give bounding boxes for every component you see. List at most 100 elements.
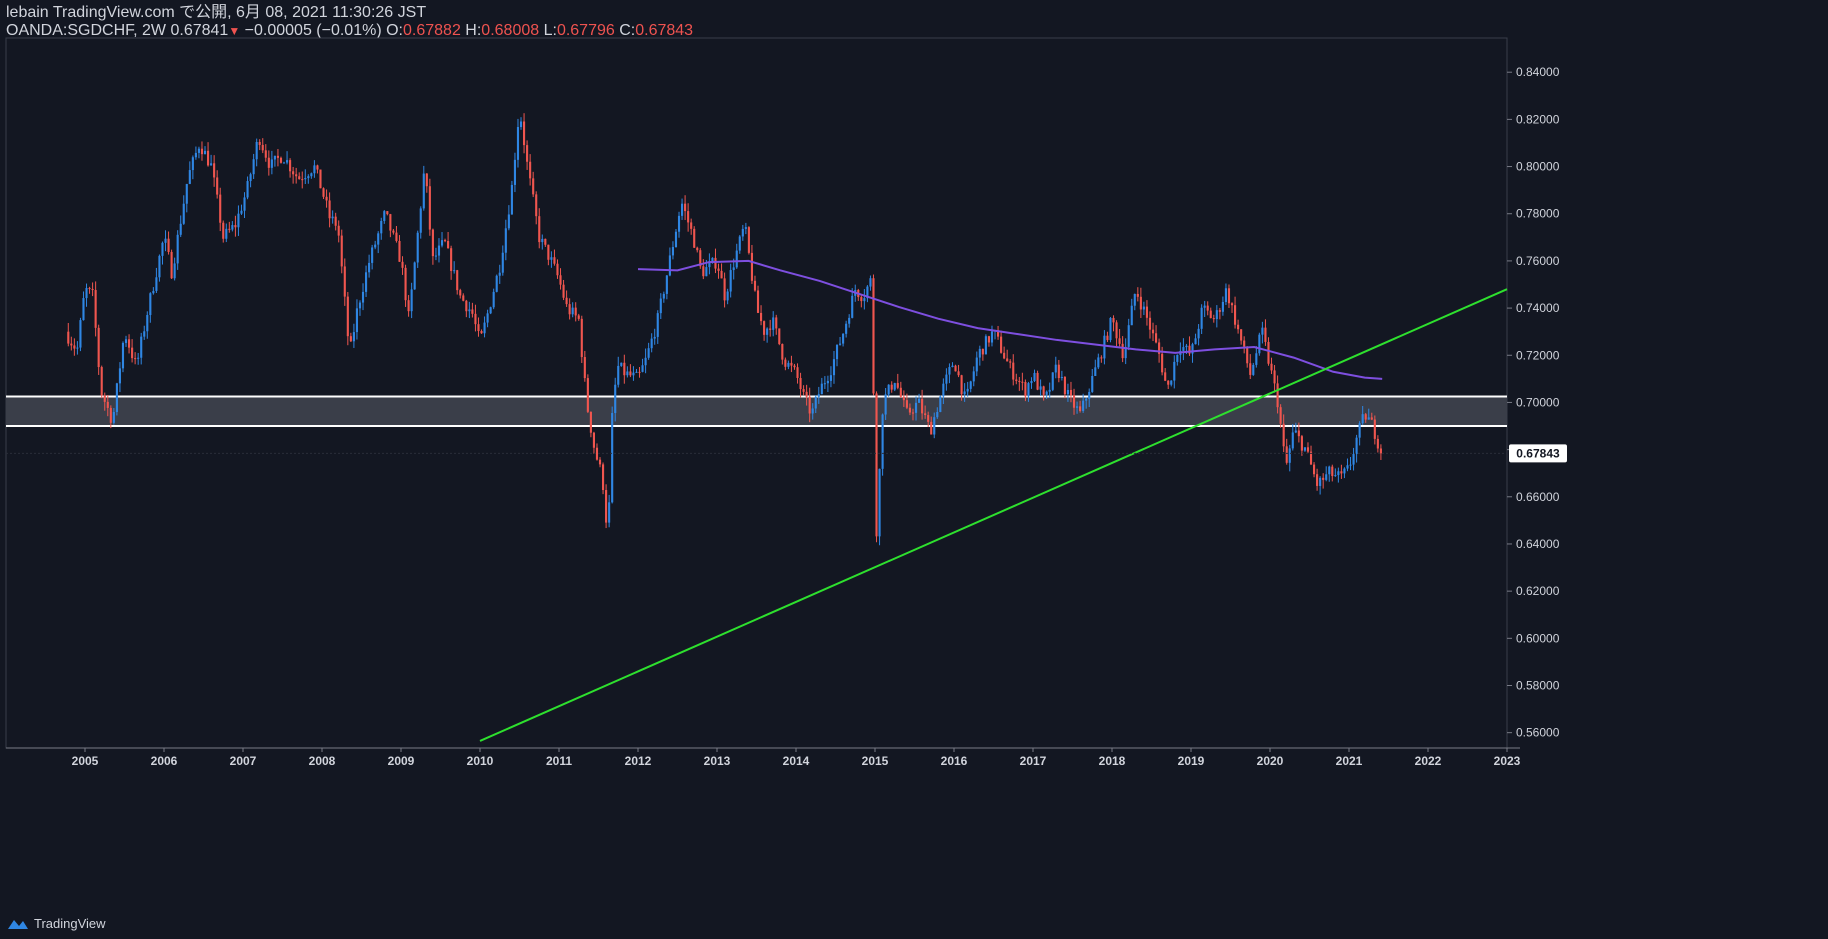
candle-body [1367,417,1370,420]
candle-body [1006,358,1009,362]
candle-body [1033,372,1036,381]
candle-body [1124,346,1127,359]
candle-body [1376,438,1379,449]
candle-body [319,169,322,189]
candle-body [392,230,395,233]
candle-body [1036,372,1039,390]
candle-body [200,148,204,155]
candle-body [629,371,632,376]
candle-body [1252,364,1255,375]
candle-body [911,412,915,414]
candle-body [559,275,562,285]
candle-body [793,365,796,368]
y-tick-label: 0.80000 [1516,160,1560,174]
tradingview-footer[interactable]: TradingView [6,916,106,931]
candle-body [489,307,492,314]
candle-body [352,332,355,342]
x-tick-label: 2007 [230,754,257,768]
candle-body [131,347,134,359]
candle-body [292,171,295,175]
candle-body [206,150,210,166]
candle-body [717,268,720,271]
candle-body [1240,329,1243,341]
candle-body [1364,414,1367,420]
candle-body [1185,345,1188,348]
x-tick-label: 2020 [1257,754,1284,768]
candle-body [1045,391,1048,395]
candle-body [434,255,438,257]
candle-body [85,287,88,299]
candle-body [161,242,164,256]
candle-body [608,502,611,523]
candle-body [580,318,583,358]
candle-body [94,290,97,328]
candle-body [513,159,517,185]
candle-body [601,464,605,491]
x-tick-label: 2023 [1494,754,1521,768]
candle-body [1133,293,1136,306]
y-tick-label: 0.66000 [1516,490,1560,504]
candle-body [1167,380,1170,385]
candle-body [784,359,787,367]
candle-body [972,371,975,382]
candle-body [720,270,723,279]
candle-body [1003,352,1006,359]
candle-body [1018,380,1021,382]
candle-body [851,295,854,318]
candle-body [1379,448,1382,454]
candle-body [1082,400,1085,411]
candle-body [1188,345,1191,354]
candle-body [1094,367,1097,376]
candle-body [334,216,337,226]
symbol-label[interactable]: OANDA:SGDCHF, 2W [6,22,167,39]
candle-body [395,232,398,241]
candle-body [1331,466,1334,477]
candle-body [164,238,167,243]
candle-body [419,208,422,233]
candle-body [453,270,456,272]
candle-body [282,162,286,164]
candle-body [772,317,775,330]
candle-body [422,173,425,209]
candle-body [845,323,848,334]
close-label: C: [619,22,636,39]
candle-body [1048,389,1051,392]
plot-frame [5,37,1508,749]
candle-body [1009,361,1012,363]
candle-body [231,225,234,230]
candle-body [860,297,863,302]
candle-body [127,339,131,348]
candle-body [134,358,137,360]
candle-body [109,407,112,423]
candle-body [267,157,270,168]
candle-body [963,391,966,395]
candle-body [1282,423,1285,447]
close-value: 0.67843 [635,22,694,39]
candle-body [158,255,161,278]
candle-body [276,155,280,158]
candle-body [203,150,207,155]
candle-body [1255,353,1258,365]
candle-body [1300,436,1303,451]
publisher-line: lebain TradingView.com で公開, 6月 08, 2021 … [6,4,693,22]
candle-body [316,165,319,170]
candle-body [866,286,869,299]
green-trendline [479,288,1508,742]
candle-body [1142,306,1145,310]
candle-body [632,372,635,376]
high-value: 0.68008 [481,22,540,39]
candle-body [568,304,571,315]
candle-body [541,238,544,243]
candle-body [374,244,377,248]
candle-body [1325,474,1328,480]
candle-body [462,295,465,301]
candle-body [188,170,191,184]
candle-body [155,277,158,291]
candle-body [1112,317,1115,323]
candle-body [1130,305,1133,326]
x-tick-label: 2013 [704,754,731,768]
candle-body [358,302,362,309]
candle-body [1072,395,1076,408]
candle-body [1109,317,1112,341]
